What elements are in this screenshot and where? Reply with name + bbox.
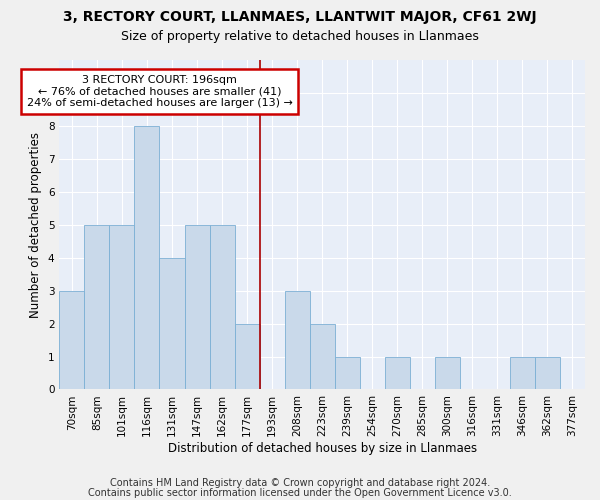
Bar xyxy=(310,324,335,390)
Bar xyxy=(535,356,560,390)
Bar xyxy=(185,224,209,390)
Bar xyxy=(235,324,260,390)
Bar xyxy=(435,356,460,390)
Bar xyxy=(209,224,235,390)
Bar xyxy=(160,258,185,390)
Text: Contains HM Land Registry data © Crown copyright and database right 2024.: Contains HM Land Registry data © Crown c… xyxy=(110,478,490,488)
Text: Size of property relative to detached houses in Llanmaes: Size of property relative to detached ho… xyxy=(121,30,479,43)
Text: 3 RECTORY COURT: 196sqm
← 76% of detached houses are smaller (41)
24% of semi-de: 3 RECTORY COURT: 196sqm ← 76% of detache… xyxy=(26,75,292,108)
Bar xyxy=(59,290,85,390)
Bar xyxy=(385,356,410,390)
Bar xyxy=(510,356,535,390)
X-axis label: Distribution of detached houses by size in Llanmaes: Distribution of detached houses by size … xyxy=(167,442,477,455)
Bar xyxy=(109,224,134,390)
Y-axis label: Number of detached properties: Number of detached properties xyxy=(29,132,43,318)
Text: Contains public sector information licensed under the Open Government Licence v3: Contains public sector information licen… xyxy=(88,488,512,498)
Bar xyxy=(335,356,360,390)
Bar xyxy=(284,290,310,390)
Bar xyxy=(134,126,160,390)
Text: 3, RECTORY COURT, LLANMAES, LLANTWIT MAJOR, CF61 2WJ: 3, RECTORY COURT, LLANMAES, LLANTWIT MAJ… xyxy=(63,10,537,24)
Bar xyxy=(85,224,109,390)
